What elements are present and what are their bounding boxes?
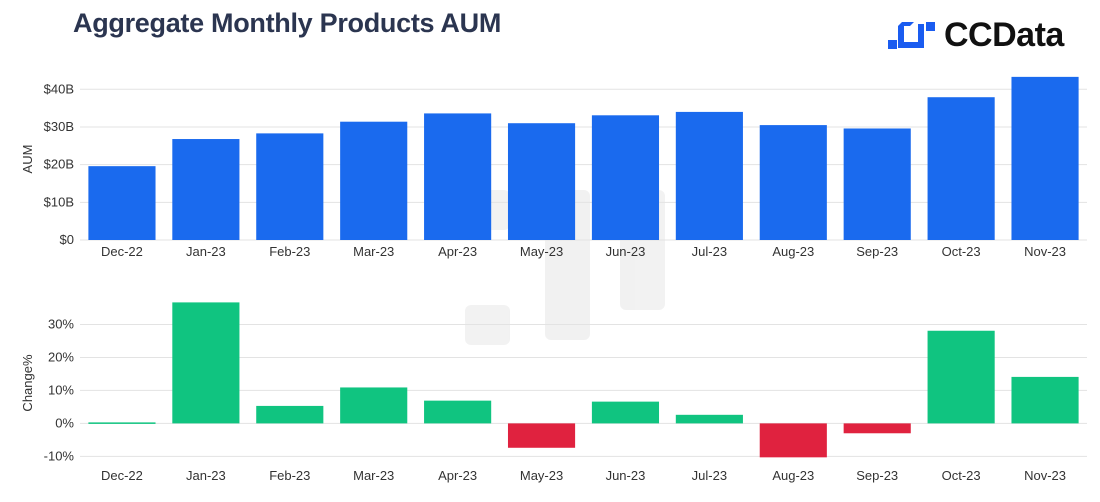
change-ytick-label: 30% xyxy=(48,316,74,331)
change-category-label: Mar-23 xyxy=(353,468,394,483)
change-bar xyxy=(675,414,743,424)
change-category-label: Oct-23 xyxy=(942,468,981,483)
aum-category-label: Aug-23 xyxy=(772,244,814,259)
aum-bar-chart: $0 $10B $20B $30B $40B AUM Dec-22 Jan-23 Feb-23 M… xyxy=(20,76,1087,259)
aum-bar xyxy=(1011,76,1079,240)
aum-category-label: Apr-23 xyxy=(438,244,477,259)
aum-ytick-label: $0 xyxy=(60,232,74,247)
change-ytick-label: 0% xyxy=(55,415,74,430)
change-category-label: Nov-23 xyxy=(1024,468,1066,483)
change-ytick-label: 10% xyxy=(48,382,74,397)
change-bar xyxy=(340,387,408,424)
change-bar xyxy=(1011,376,1079,424)
change-bar xyxy=(591,401,660,424)
change-bar xyxy=(507,423,576,448)
aum-bar xyxy=(591,115,660,240)
aum-bar xyxy=(927,97,995,240)
aum-bar xyxy=(675,111,743,240)
change-bar xyxy=(256,405,324,424)
change-ylabel: Change% xyxy=(20,354,35,412)
aum-ytick-label: $30B xyxy=(44,119,74,134)
change-ytick-label: 20% xyxy=(48,349,74,364)
aum-category-label: Nov-23 xyxy=(1024,244,1066,259)
aum-ylabel: AUM xyxy=(20,145,35,174)
change-bar xyxy=(843,423,911,434)
aum-bar xyxy=(172,139,240,240)
brand-logo: CCData xyxy=(888,16,1064,55)
change-category-label: Apr-23 xyxy=(438,468,477,483)
change-bar xyxy=(88,422,156,424)
change-category-label: Dec-22 xyxy=(101,468,143,483)
aum-category-label: Jan-23 xyxy=(186,244,226,259)
change-ytick-label: -10% xyxy=(44,448,75,463)
change-category-label: Jul-23 xyxy=(692,468,727,483)
change-bar xyxy=(759,423,827,458)
change-category-label: Feb-23 xyxy=(269,468,310,483)
change-bar xyxy=(927,330,995,424)
aum-bar xyxy=(759,125,827,240)
change-bar xyxy=(172,302,240,424)
aum-ytick-label: $20B xyxy=(44,157,74,172)
aum-bar xyxy=(507,123,576,240)
aum-category-label: May-23 xyxy=(520,244,563,259)
change-category-label: May-23 xyxy=(520,468,563,483)
aum-category-label: Jul-23 xyxy=(692,244,727,259)
change-category-label: Jun-23 xyxy=(606,468,646,483)
aum-category-label: Jun-23 xyxy=(606,244,646,259)
aum-bar xyxy=(88,166,156,240)
change-bar xyxy=(424,400,492,424)
aum-category-label: Dec-22 xyxy=(101,244,143,259)
change-category-label: Sep-23 xyxy=(856,468,898,483)
aum-bar xyxy=(256,133,324,240)
brand-name: CCData xyxy=(944,16,1064,54)
change-category-label: Aug-23 xyxy=(772,468,814,483)
aum-ytick-label: $40B xyxy=(44,81,74,96)
aum-category-label: Feb-23 xyxy=(269,244,310,259)
aum-bar xyxy=(424,113,492,240)
ccdata-logo-icon xyxy=(888,21,935,49)
aum-category-label: Sep-23 xyxy=(856,244,898,259)
aum-ytick-label: $10B xyxy=(44,194,74,209)
chart-title: Aggregate Monthly Products AUM xyxy=(73,8,502,38)
aum-category-label: Mar-23 xyxy=(353,244,394,259)
aum-bar xyxy=(340,121,408,240)
change-category-label: Jan-23 xyxy=(186,468,226,483)
aum-bar xyxy=(843,128,911,240)
change-bar-chart: -10% 0% 10% 20% 30% Change% Dec-22 Jan-23 Feb-23… xyxy=(20,302,1087,483)
aum-category-label: Oct-23 xyxy=(942,244,981,259)
